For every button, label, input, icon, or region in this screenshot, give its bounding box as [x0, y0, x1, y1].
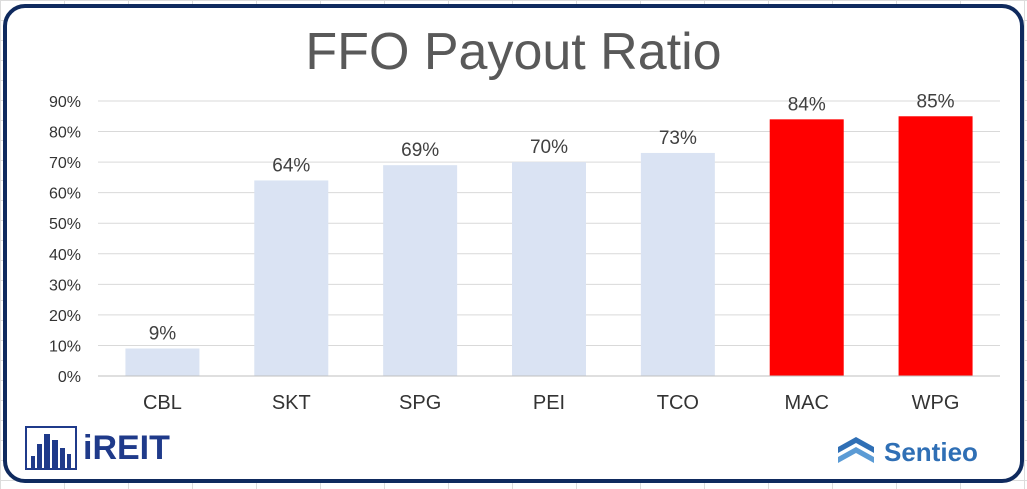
- data-label: 84%: [788, 94, 826, 115]
- y-tick-label: 0%: [58, 369, 81, 386]
- data-label: 64%: [272, 155, 310, 176]
- y-tick-label: 70%: [49, 155, 81, 172]
- bar: [640, 152, 715, 376]
- sentieo-logo: Sentieo: [836, 432, 978, 472]
- data-label: 70%: [530, 137, 568, 158]
- x-tick-label: PEI: [533, 392, 565, 414]
- x-tick-label: WPG: [912, 392, 960, 414]
- y-tick-label: 50%: [49, 216, 81, 233]
- data-label: 85%: [917, 91, 955, 112]
- x-tick-label: TCO: [657, 392, 699, 414]
- bar: [512, 162, 586, 376]
- y-tick-label: 30%: [49, 277, 81, 294]
- y-tick-label: 80%: [49, 125, 81, 142]
- sentieo-mark-icon: [838, 437, 874, 463]
- x-tick-label: CBL: [143, 392, 182, 414]
- bar: [898, 116, 973, 377]
- data-label: 73%: [659, 128, 697, 149]
- data-label: 69%: [401, 140, 439, 161]
- building-icon: [25, 426, 77, 470]
- sentieo-logo-text: Sentieo: [884, 436, 978, 467]
- x-tick-label: MAC: [784, 392, 828, 414]
- data-label: 9%: [149, 324, 177, 345]
- y-tick-label: 60%: [49, 186, 81, 203]
- y-tick-label: 90%: [49, 94, 81, 111]
- bar: [254, 180, 329, 376]
- bar: [769, 119, 844, 376]
- x-tick-label: SKT: [272, 392, 311, 414]
- bar: [125, 348, 200, 376]
- y-tick-label: 40%: [49, 247, 81, 264]
- ireit-logo-text: iREIT: [83, 428, 170, 467]
- bar: [383, 165, 458, 376]
- chart-title: FFO Payout Ratio: [305, 23, 722, 81]
- ireit-logo: iREIT: [25, 426, 170, 470]
- y-tick-label: 20%: [49, 308, 81, 325]
- x-tick-label: SPG: [399, 392, 441, 414]
- y-tick-label: 10%: [49, 338, 81, 355]
